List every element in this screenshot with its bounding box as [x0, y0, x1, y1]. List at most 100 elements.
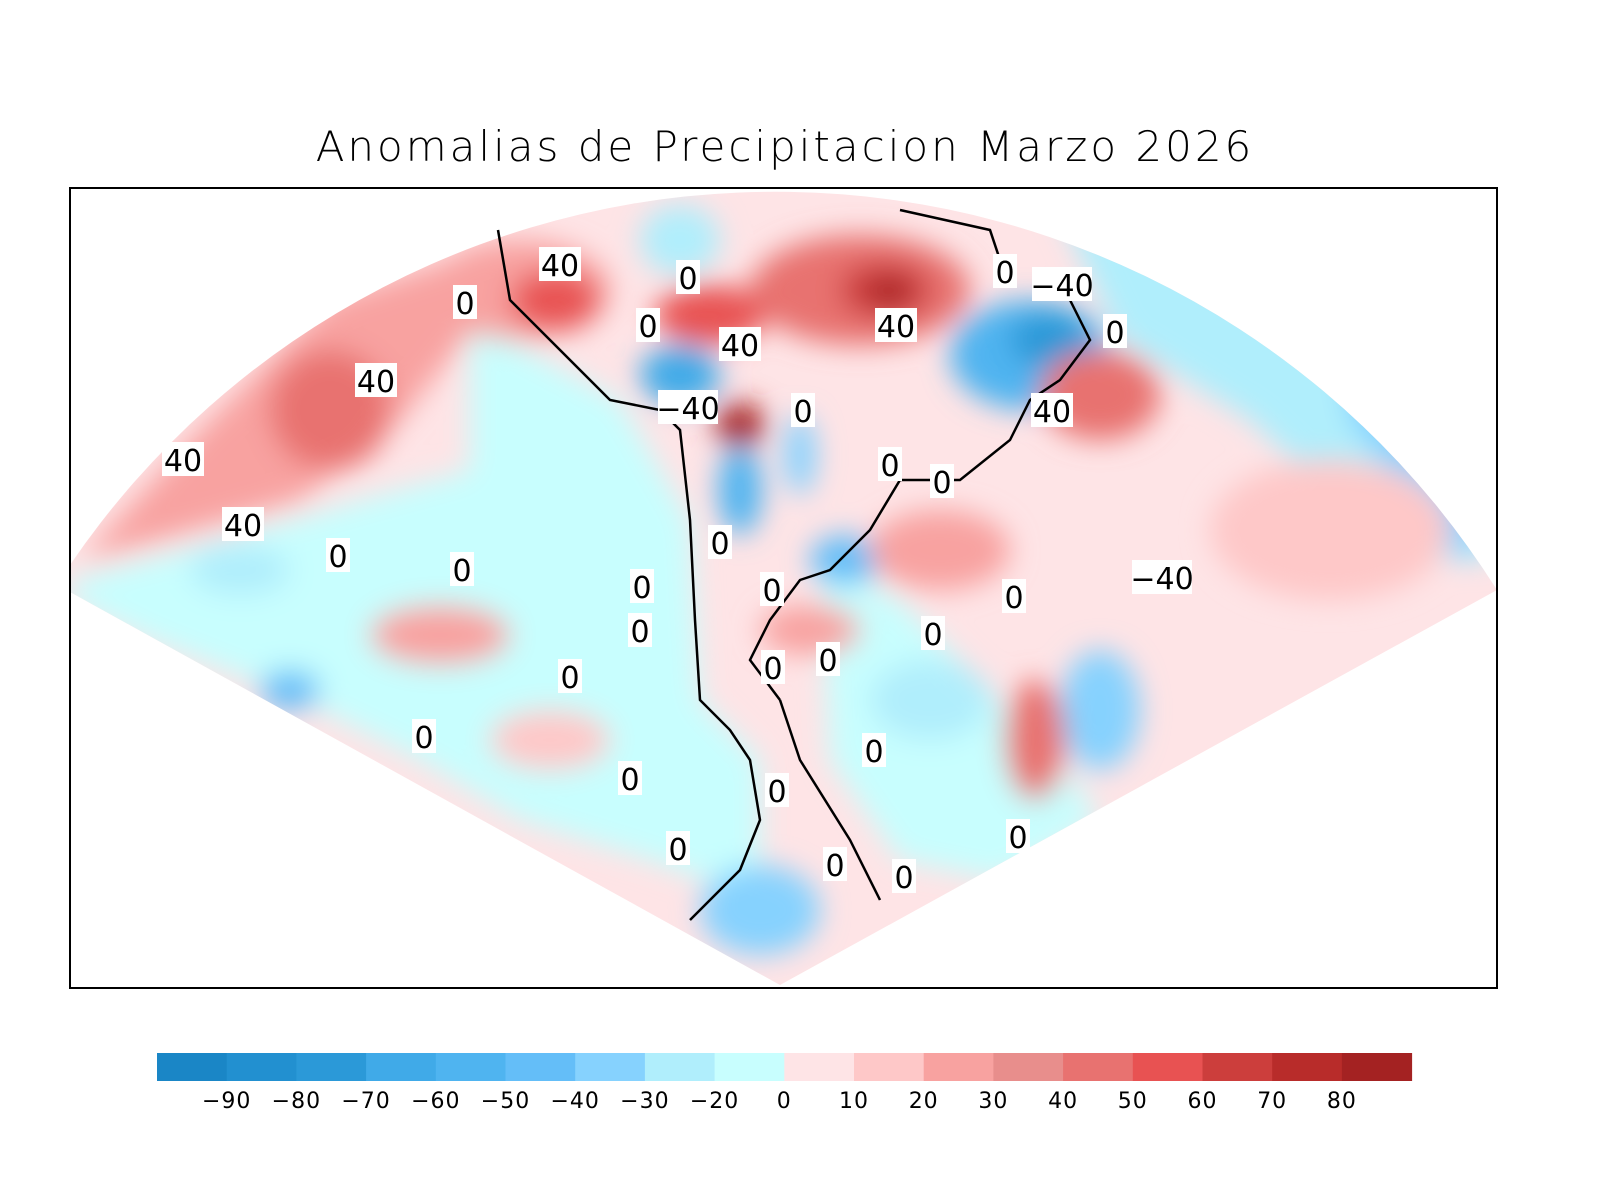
contour-label: 0 [818, 644, 837, 679]
contour-label: 0 [763, 652, 782, 687]
contour-label: 40 [541, 249, 579, 284]
colorbar-tick-label: 40 [1048, 1089, 1078, 1114]
contour-label: 0 [880, 449, 899, 484]
contour-label-bg [816, 642, 840, 676]
colorbar-swatch [923, 1053, 994, 1081]
colorbar-swatch [784, 1053, 855, 1081]
colorbar-tick-label: −60 [411, 1089, 460, 1114]
contour-label-bg [823, 847, 847, 881]
colorbar-tick-label: 60 [1188, 1089, 1218, 1114]
colorbar-swatch [366, 1053, 437, 1081]
contour-label: 40 [877, 310, 915, 345]
contour-label: 40 [1033, 395, 1071, 430]
contour-label: 40 [224, 509, 262, 544]
contour-label: 0 [793, 395, 812, 430]
contour-label: 40 [164, 444, 202, 479]
contour-label-bg [355, 363, 397, 397]
contour-label: 0 [1004, 581, 1023, 616]
colorbar-swatch [1341, 1053, 1413, 1081]
contour-label-bg [993, 254, 1017, 288]
contour-label-bg [765, 773, 789, 807]
contour-label-bg [618, 761, 642, 795]
contour-label: 0 [710, 527, 729, 562]
contour-label-bg [930, 464, 954, 498]
contour-label: 0 [620, 763, 639, 798]
contour-label-bg [878, 447, 902, 481]
contour-label-bg [760, 572, 784, 606]
contour-label: 0 [894, 861, 913, 896]
contour-label: 0 [328, 540, 347, 575]
contour-label-bg [539, 247, 581, 281]
colorbar-tick-label: −90 [202, 1089, 251, 1114]
colorbar-tick-label: −80 [272, 1089, 321, 1114]
contour-label: 0 [932, 466, 951, 501]
contour-label-bg [222, 507, 264, 541]
contour-label-bg [1002, 579, 1026, 613]
contour-label: 0 [452, 554, 471, 589]
colorbar-swatch [644, 1053, 716, 1081]
colorbar-tick-label: 30 [978, 1089, 1008, 1114]
contour-label: 40 [357, 365, 395, 400]
anomaly-field [70, 191, 1497, 986]
contour-label: 0 [1105, 316, 1124, 351]
contour-label: 0 [825, 849, 844, 884]
colorbar-swatch [157, 1053, 228, 1081]
colorbar-tick-label: 50 [1118, 1089, 1148, 1114]
contour-label: 0 [767, 775, 786, 810]
contour-label-bg [791, 393, 815, 427]
colorbar-swatch [714, 1053, 785, 1081]
contour-label-bg [666, 831, 690, 865]
contour-label: 0 [678, 262, 697, 297]
colorbar-tick-label: −40 [550, 1089, 599, 1114]
contour-label: 0 [630, 615, 649, 650]
contour-label: −40 [656, 392, 719, 427]
colorbar-swatch [575, 1053, 646, 1081]
map-frame [69, 187, 1498, 989]
colorbar-tick-label: −30 [620, 1089, 669, 1114]
contour-label-bg [630, 569, 654, 603]
colorbar-swatch [993, 1053, 1064, 1081]
colorbar-swatch [435, 1053, 506, 1081]
colorbar-swatch [1063, 1053, 1134, 1081]
colorbar-tick-label: −50 [481, 1089, 530, 1114]
contour-label: 0 [414, 721, 433, 756]
colorbar-tick-label: 20 [909, 1089, 939, 1114]
contour-label-bg [558, 659, 582, 693]
colorbar-swatch [1202, 1053, 1273, 1081]
contour-label: 0 [560, 661, 579, 696]
map-title: Anomalias de Precipitacion Marzo 2026 [315, 122, 1255, 171]
contour-label: −40 [1030, 269, 1093, 304]
contour-label: 0 [923, 618, 942, 653]
contour-label-bg [892, 859, 916, 893]
colorbar-tick-label: 70 [1257, 1089, 1287, 1114]
colorbar-swatch [226, 1053, 297, 1081]
contour-label-bg [658, 390, 718, 424]
contour-label: 0 [455, 287, 474, 322]
contour-label-bg [162, 442, 204, 476]
colorbar-swatch [1132, 1053, 1203, 1081]
coastline [496, 208, 1092, 921]
contour-label-bg [921, 616, 945, 650]
contour-label-bg [1032, 267, 1092, 301]
colorbar-swatch [296, 1053, 367, 1081]
colorbar-tick-label: 0 [777, 1089, 792, 1114]
contour-label-bg [676, 260, 700, 294]
contour-label-bg [1006, 819, 1030, 853]
colorbar-swatch [854, 1053, 925, 1081]
contour-label: 0 [864, 735, 883, 770]
contour-label-bg [1132, 560, 1192, 594]
contour-label-bg [453, 285, 477, 319]
contour-label: 0 [638, 310, 657, 345]
colorbar-tick-label: 80 [1327, 1089, 1357, 1114]
contour-label-bg [450, 552, 474, 586]
colorbar: −90 −80 −70 −60 −50 −40 −30 −20 0 10 20 30 40 50 60 70 8… [157, 1053, 1413, 1114]
contour-label-bg [628, 613, 652, 647]
contour-label: 0 [668, 833, 687, 868]
contour-label-bg [1103, 314, 1127, 348]
colorbar-swatch [1272, 1053, 1343, 1081]
colorbar-swatch [505, 1053, 576, 1081]
contour-label-bg [862, 733, 886, 767]
contour-label-bg [1031, 393, 1073, 427]
contour-label: 40 [721, 329, 759, 364]
